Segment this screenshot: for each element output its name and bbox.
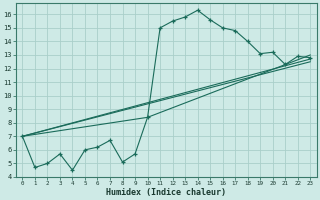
X-axis label: Humidex (Indice chaleur): Humidex (Indice chaleur) (106, 188, 226, 197)
